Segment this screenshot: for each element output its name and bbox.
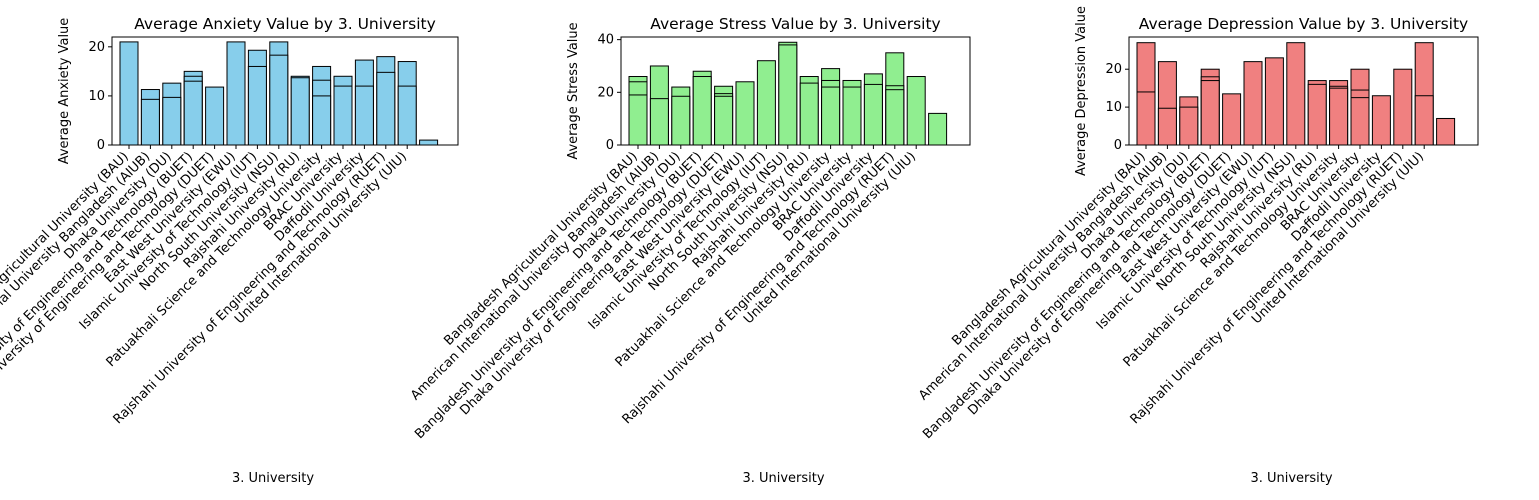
bar-1-27 bbox=[885, 89, 905, 146]
bar-1-2 bbox=[628, 94, 648, 146]
bar-1-11 bbox=[714, 95, 734, 146]
bar-2-22 bbox=[1393, 68, 1413, 146]
bar-1-24 bbox=[863, 83, 883, 146]
bar-0-14 bbox=[269, 54, 289, 146]
axes-frame bbox=[1128, 36, 1479, 146]
x-tick-label: Bangladesh University of Engineering and… bbox=[920, 149, 1213, 442]
chart-title: Average Anxiety Value by 3. University bbox=[134, 15, 436, 33]
bar-0-8 bbox=[183, 80, 203, 146]
bar-1-29 bbox=[928, 112, 948, 146]
bar-2-14 bbox=[1307, 83, 1327, 146]
axes-frame bbox=[111, 36, 459, 146]
x-axis-label: 3. University bbox=[742, 471, 824, 486]
bar-0-9 bbox=[205, 86, 225, 146]
bar-2-3 bbox=[1157, 107, 1177, 146]
bar-1-8 bbox=[692, 76, 712, 146]
y-tick-label: 0 bbox=[606, 138, 614, 153]
bar-0-23 bbox=[354, 85, 374, 146]
y-tick-label: 20 bbox=[88, 40, 105, 55]
y-axis-label: Average Depression Value bbox=[1074, 6, 1089, 176]
bar-0-10 bbox=[226, 41, 246, 146]
bar-2-9 bbox=[1222, 93, 1242, 146]
chart-title: Average Depression Value by 3. Universit… bbox=[1139, 15, 1468, 33]
bar-0-1 bbox=[119, 41, 139, 146]
bar-0-5 bbox=[162, 96, 182, 146]
bar-1-17 bbox=[799, 82, 819, 146]
chart-title: Average Stress Value by 3. University bbox=[650, 15, 940, 33]
bar-0-28 bbox=[419, 139, 439, 146]
y-tick-label: 40 bbox=[597, 33, 614, 48]
y-tick-label: 20 bbox=[597, 85, 614, 100]
bar-1-22 bbox=[842, 86, 862, 146]
bar-2-8 bbox=[1200, 80, 1220, 146]
bar-1-15 bbox=[778, 44, 798, 146]
bar-2-17 bbox=[1329, 87, 1349, 146]
y-tick-label: 10 bbox=[1105, 100, 1122, 115]
bar-1-13 bbox=[756, 60, 776, 146]
y-tick-label: 0 bbox=[97, 138, 105, 153]
y-tick-label: 0 bbox=[1114, 138, 1122, 153]
bar-0-16 bbox=[290, 77, 310, 146]
bar-2-5 bbox=[1179, 106, 1199, 146]
bar-2-24 bbox=[1414, 95, 1434, 146]
x-axis-label: 3. University bbox=[232, 471, 314, 486]
bar-1-28 bbox=[906, 76, 926, 146]
bar-0-19 bbox=[312, 95, 332, 146]
y-tick-label: 10 bbox=[88, 89, 105, 104]
y-axis-label: Average Stress Value bbox=[566, 22, 581, 159]
axes-frame bbox=[620, 36, 971, 146]
x-axis-label: 3. University bbox=[1250, 471, 1332, 486]
bar-1-4 bbox=[649, 98, 669, 146]
bar-2-20 bbox=[1350, 97, 1370, 146]
bar-0-27 bbox=[397, 85, 417, 146]
y-tick-label: 20 bbox=[1105, 62, 1122, 77]
bar-2-12 bbox=[1286, 42, 1306, 146]
bar-0-3 bbox=[140, 98, 160, 146]
bar-1-20 bbox=[821, 86, 841, 146]
bar-2-1 bbox=[1136, 91, 1156, 146]
bar-2-11 bbox=[1264, 57, 1284, 146]
y-axis-label: Average Anxiety Value bbox=[57, 18, 72, 165]
bar-0-25 bbox=[376, 71, 396, 146]
bar-0-21 bbox=[333, 85, 353, 146]
bar-2-21 bbox=[1371, 95, 1391, 146]
x-tick-label: Bangladesh University of Engineering and… bbox=[412, 149, 705, 442]
bar-2-10 bbox=[1243, 61, 1263, 146]
bar-2-25 bbox=[1436, 117, 1456, 146]
bar-0-12 bbox=[247, 65, 267, 146]
bar-1-12 bbox=[735, 81, 755, 146]
bar-1-6 bbox=[671, 95, 691, 146]
